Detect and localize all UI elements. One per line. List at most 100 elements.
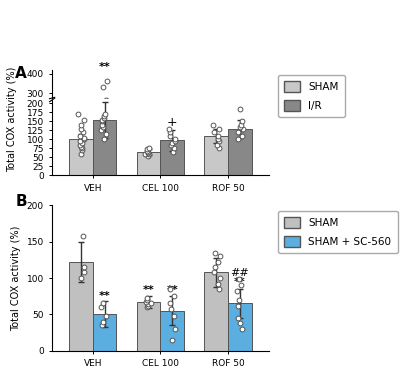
Point bbox=[78, 144, 84, 150]
Point bbox=[238, 282, 244, 288]
Point bbox=[99, 84, 106, 90]
Point bbox=[169, 337, 176, 343]
Point bbox=[79, 135, 85, 141]
Point bbox=[99, 118, 105, 124]
Bar bbox=[93, 121, 116, 152]
Bar bbox=[205, 130, 228, 152]
Point bbox=[216, 130, 223, 136]
Point bbox=[235, 129, 241, 135]
Point bbox=[169, 131, 176, 137]
Point bbox=[99, 122, 105, 128]
Point bbox=[145, 301, 151, 307]
Point bbox=[171, 313, 177, 319]
Point bbox=[79, 140, 85, 146]
Point bbox=[168, 142, 174, 148]
Point bbox=[99, 300, 106, 307]
Point bbox=[166, 133, 173, 139]
Text: Total COX activity (%): Total COX activity (%) bbox=[7, 67, 17, 172]
Point bbox=[101, 116, 107, 123]
Point bbox=[98, 124, 104, 130]
Point bbox=[169, 140, 176, 146]
Bar bbox=[205, 136, 228, 175]
Point bbox=[101, 84, 107, 90]
Point bbox=[99, 116, 105, 123]
Point bbox=[168, 132, 174, 138]
Point bbox=[166, 123, 172, 129]
Point bbox=[77, 127, 83, 133]
Point bbox=[215, 127, 221, 133]
Bar bbox=[205, 272, 228, 351]
Point bbox=[172, 129, 178, 135]
Bar bbox=[137, 139, 160, 152]
Point bbox=[239, 120, 245, 126]
Point bbox=[103, 77, 109, 83]
Point bbox=[80, 269, 87, 275]
Point bbox=[145, 136, 151, 142]
Point bbox=[239, 326, 246, 332]
Text: B: B bbox=[15, 194, 27, 209]
Point bbox=[143, 299, 150, 305]
Point bbox=[216, 134, 223, 140]
Point bbox=[237, 320, 244, 326]
Point bbox=[145, 136, 151, 143]
Point bbox=[166, 126, 172, 132]
Point bbox=[75, 111, 81, 117]
Bar bbox=[228, 126, 252, 152]
Point bbox=[170, 134, 177, 140]
Point bbox=[146, 134, 152, 140]
Point bbox=[169, 149, 176, 155]
Point bbox=[145, 149, 151, 155]
Text: A: A bbox=[15, 66, 27, 81]
Point bbox=[172, 138, 178, 144]
Bar bbox=[160, 141, 184, 175]
Text: **: ** bbox=[143, 285, 154, 295]
Point bbox=[235, 303, 241, 309]
Point bbox=[237, 121, 244, 127]
Point bbox=[144, 295, 150, 301]
Text: ##: ## bbox=[231, 268, 249, 278]
Point bbox=[98, 322, 105, 328]
Bar bbox=[228, 303, 252, 351]
Point bbox=[144, 135, 151, 141]
Point bbox=[215, 281, 221, 287]
Point bbox=[142, 137, 148, 143]
Text: **: ** bbox=[99, 62, 110, 72]
Point bbox=[237, 106, 243, 112]
Point bbox=[210, 121, 216, 127]
Point bbox=[235, 129, 241, 135]
Point bbox=[103, 313, 109, 319]
Point bbox=[216, 138, 223, 144]
Point bbox=[235, 136, 241, 143]
Bar bbox=[160, 133, 184, 152]
Legend: SHAM, SHAM + SC-560: SHAM, SHAM + SC-560 bbox=[278, 211, 398, 253]
Point bbox=[239, 118, 245, 124]
Point bbox=[78, 133, 84, 139]
Point bbox=[78, 123, 84, 129]
Point bbox=[167, 286, 173, 292]
Point bbox=[81, 128, 87, 134]
Point bbox=[239, 126, 246, 132]
Point bbox=[146, 146, 152, 152]
Bar bbox=[137, 152, 160, 175]
Bar bbox=[228, 129, 252, 175]
Point bbox=[101, 113, 107, 119]
Point bbox=[145, 138, 151, 144]
Point bbox=[170, 146, 177, 152]
Point bbox=[234, 288, 241, 294]
Point bbox=[103, 126, 109, 132]
Point bbox=[148, 300, 154, 307]
Point bbox=[81, 116, 87, 123]
Point bbox=[101, 115, 108, 121]
Point bbox=[78, 151, 85, 157]
Point bbox=[213, 142, 220, 148]
Point bbox=[145, 303, 152, 309]
Point bbox=[213, 132, 220, 138]
Point bbox=[145, 150, 151, 156]
Point bbox=[144, 148, 151, 154]
Point bbox=[104, 78, 110, 84]
Point bbox=[237, 122, 243, 128]
Point bbox=[81, 118, 87, 124]
Bar bbox=[69, 139, 93, 175]
Point bbox=[79, 131, 85, 137]
Point bbox=[99, 118, 105, 124]
